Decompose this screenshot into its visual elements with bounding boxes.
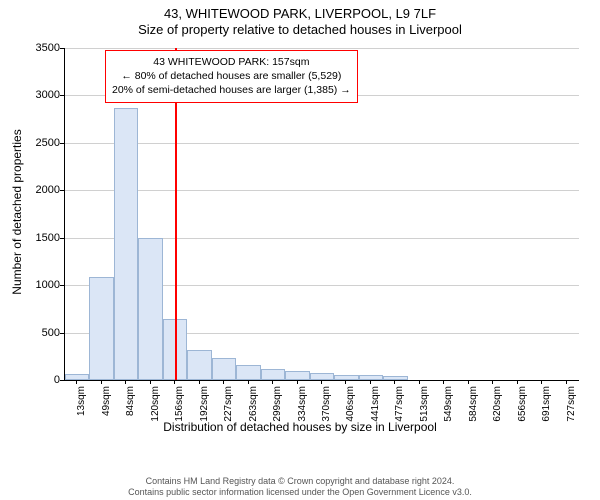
y-tick-label: 3000 xyxy=(10,89,60,101)
x-tick-label: 477sqm xyxy=(394,386,405,432)
x-tick-label: 620sqm xyxy=(492,386,503,432)
y-tick-label: 1000 xyxy=(10,279,60,291)
x-tick-label: 13sqm xyxy=(76,386,87,432)
x-tick-mark xyxy=(566,380,567,384)
x-tick-label: 656sqm xyxy=(517,386,528,432)
histogram-bar xyxy=(65,374,89,380)
title-line1: 43, WHITEWOOD PARK, LIVERPOOL, L9 7LF xyxy=(0,6,600,22)
grid-line xyxy=(65,190,579,191)
histogram-bar xyxy=(236,365,260,380)
y-axis-label: Number of detached properties xyxy=(10,129,24,294)
info-box-line: 20% of semi-detached houses are larger (… xyxy=(112,83,351,97)
footer-line1: Contains HM Land Registry data © Crown c… xyxy=(0,476,600,487)
x-tick-label: 406sqm xyxy=(345,386,356,432)
histogram-bar xyxy=(359,375,383,380)
x-tick-label: 156sqm xyxy=(174,386,185,432)
footer-attribution: Contains HM Land Registry data © Crown c… xyxy=(0,476,600,499)
y-tick-label: 2000 xyxy=(10,184,60,196)
x-tick-label: 299sqm xyxy=(272,386,283,432)
y-tick-mark xyxy=(60,95,64,96)
x-tick-mark xyxy=(321,380,322,384)
x-tick-mark xyxy=(492,380,493,384)
y-tick-mark xyxy=(60,285,64,286)
x-tick-label: 49sqm xyxy=(101,386,112,432)
x-tick-label: 120sqm xyxy=(150,386,161,432)
histogram-bar xyxy=(89,277,113,380)
y-tick-label: 2500 xyxy=(10,137,60,149)
y-tick-label: 0 xyxy=(10,374,60,386)
x-tick-mark xyxy=(101,380,102,384)
y-tick-label: 3500 xyxy=(10,42,60,54)
histogram-bar xyxy=(310,373,334,380)
x-tick-label: 691sqm xyxy=(541,386,552,432)
x-tick-mark xyxy=(76,380,77,384)
y-tick-mark xyxy=(60,333,64,334)
x-tick-label: 584sqm xyxy=(468,386,479,432)
histogram-bar xyxy=(212,358,236,380)
x-tick-label: 227sqm xyxy=(223,386,234,432)
x-tick-mark xyxy=(125,380,126,384)
y-tick-label: 1500 xyxy=(10,232,60,244)
y-tick-label: 500 xyxy=(10,327,60,339)
x-tick-mark xyxy=(248,380,249,384)
x-tick-label: 84sqm xyxy=(125,386,136,432)
histogram-bar xyxy=(285,371,309,380)
x-tick-label: 549sqm xyxy=(443,386,454,432)
x-tick-label: 727sqm xyxy=(566,386,577,432)
histogram-bar xyxy=(138,238,162,380)
x-tick-mark xyxy=(174,380,175,384)
x-tick-label: 192sqm xyxy=(199,386,210,432)
grid-line xyxy=(65,143,579,144)
x-tick-mark xyxy=(370,380,371,384)
title-line2: Size of property relative to detached ho… xyxy=(0,22,600,38)
info-box-line: 43 WHITEWOOD PARK: 157sqm xyxy=(112,55,351,69)
x-tick-mark xyxy=(468,380,469,384)
histogram-bar xyxy=(114,108,138,380)
x-tick-label: 334sqm xyxy=(297,386,308,432)
histogram-bar xyxy=(383,376,407,380)
x-tick-label: 441sqm xyxy=(370,386,381,432)
x-tick-mark xyxy=(541,380,542,384)
plot-area: 43 WHITEWOOD PARK: 157sqm← 80% of detach… xyxy=(64,48,579,381)
x-tick-label: 513sqm xyxy=(419,386,430,432)
x-tick-label: 370sqm xyxy=(321,386,332,432)
chart-title-block: 43, WHITEWOOD PARK, LIVERPOOL, L9 7LF Si… xyxy=(0,0,600,39)
x-tick-mark xyxy=(199,380,200,384)
x-tick-mark xyxy=(272,380,273,384)
histogram-bar xyxy=(334,375,358,380)
chart-container: Number of detached properties 43 WHITEWO… xyxy=(0,42,600,440)
y-tick-mark xyxy=(60,190,64,191)
y-tick-mark xyxy=(60,380,64,381)
x-tick-mark xyxy=(223,380,224,384)
x-tick-mark xyxy=(150,380,151,384)
y-tick-mark xyxy=(60,48,64,49)
histogram-bar xyxy=(261,369,285,380)
x-tick-label: 263sqm xyxy=(248,386,259,432)
y-tick-mark xyxy=(60,143,64,144)
x-tick-mark xyxy=(517,380,518,384)
x-tick-mark xyxy=(394,380,395,384)
grid-line xyxy=(65,48,579,49)
x-tick-mark xyxy=(297,380,298,384)
histogram-bar xyxy=(187,350,211,380)
x-tick-mark xyxy=(345,380,346,384)
info-box-line: ← 80% of detached houses are smaller (5,… xyxy=(112,69,351,83)
x-tick-mark xyxy=(443,380,444,384)
x-tick-mark xyxy=(419,380,420,384)
y-tick-mark xyxy=(60,238,64,239)
footer-line2: Contains public sector information licen… xyxy=(0,487,600,498)
reference-info-box: 43 WHITEWOOD PARK: 157sqm← 80% of detach… xyxy=(105,50,358,103)
